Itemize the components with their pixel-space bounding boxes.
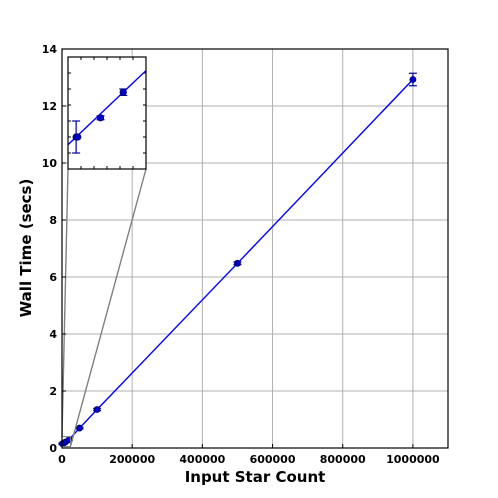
zoom-connector bbox=[61, 168, 69, 437]
y-tick-label: 4 bbox=[49, 328, 57, 341]
x-tick-label: 1000000 bbox=[386, 453, 440, 466]
data-point bbox=[409, 76, 417, 83]
y-tick-label: 10 bbox=[42, 157, 58, 170]
y-tick-label: 2 bbox=[49, 385, 57, 398]
x-tick-label: 600000 bbox=[250, 453, 296, 466]
zoom-connector bbox=[69, 168, 147, 447]
y-axis-ticks: 0 2 4 6 8 10 12 14 bbox=[42, 43, 66, 455]
inset-data-point bbox=[119, 88, 127, 96]
y-axis-label: Wall Time (secs) bbox=[17, 179, 35, 318]
plot-frame bbox=[61, 48, 449, 449]
inset-frame bbox=[67, 56, 147, 170]
inset-series-line bbox=[68, 70, 146, 146]
x-tick-label: 0 bbox=[58, 453, 66, 466]
x-tick-label: 800000 bbox=[320, 453, 366, 466]
inset-plot bbox=[67, 56, 147, 170]
inset-zoom-connectors bbox=[61, 168, 147, 448]
y-tick-label: 12 bbox=[42, 100, 57, 113]
inset-series bbox=[68, 70, 146, 154]
x-tick-label: 400000 bbox=[179, 453, 225, 466]
data-point bbox=[76, 424, 83, 432]
data-point bbox=[234, 259, 241, 267]
data-point bbox=[93, 406, 101, 413]
inset-data-point bbox=[96, 114, 105, 122]
inset-background bbox=[68, 57, 146, 169]
x-axis-label: Input Star Count bbox=[185, 468, 326, 486]
y-tick-label: 6 bbox=[49, 271, 57, 284]
x-tick-label: 200000 bbox=[109, 453, 155, 466]
inset-data-point bbox=[74, 133, 82, 141]
y-tick-label: 8 bbox=[49, 214, 57, 227]
x-axis-ticks: 0 200000 400000 600000 800000 1000000 bbox=[58, 444, 440, 466]
y-tick-label: 14 bbox=[42, 43, 58, 56]
y-tick-label: 0 bbox=[49, 442, 57, 455]
